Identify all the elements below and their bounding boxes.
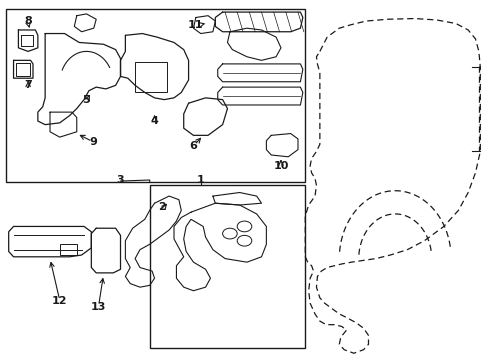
Text: 8: 8	[24, 16, 32, 26]
Text: 6: 6	[189, 141, 197, 151]
Bar	[6, 9, 305, 182]
Bar	[149, 185, 305, 348]
Bar	[60, 244, 77, 255]
Text: 11: 11	[188, 19, 203, 30]
Bar	[16, 63, 30, 76]
Text: 10: 10	[273, 161, 288, 171]
Text: 7: 7	[24, 80, 32, 90]
Text: 4: 4	[150, 116, 158, 126]
Text: 1: 1	[197, 175, 204, 185]
Text: 12: 12	[52, 296, 67, 306]
Text: 3: 3	[117, 175, 124, 185]
Text: 13: 13	[91, 302, 106, 312]
Text: 5: 5	[82, 95, 90, 105]
Bar	[135, 62, 166, 93]
Text: 9: 9	[90, 138, 98, 148]
Text: 2: 2	[158, 202, 165, 212]
